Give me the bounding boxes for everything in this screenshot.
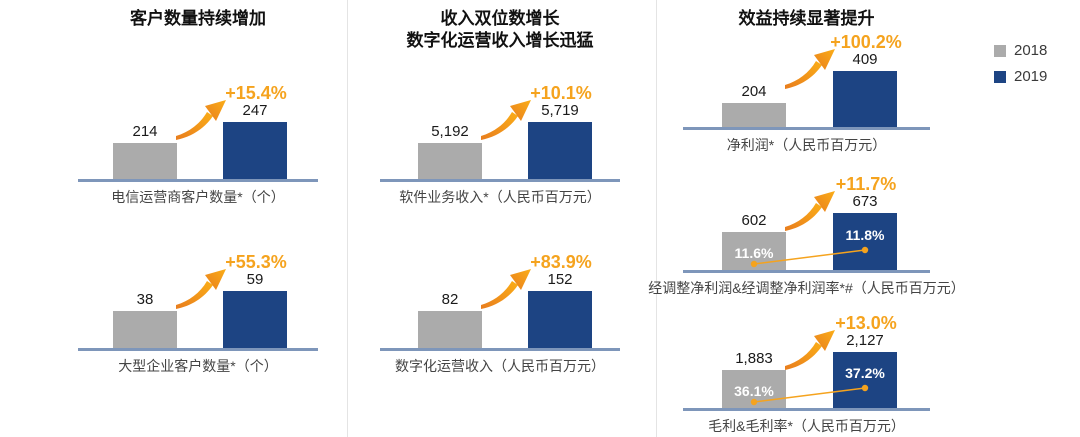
legend-label: 2019 (1014, 68, 1048, 85)
axis-baseline (78, 348, 318, 351)
bar-2018 (113, 143, 177, 179)
value-2019: 409 (852, 51, 878, 68)
legend: 2018 2019 (994, 42, 1047, 94)
growth-arrow (176, 268, 228, 310)
value-2019: 673 (852, 193, 878, 210)
bar-2018 (722, 103, 786, 127)
title-line: 效益持续显著提升 (738, 9, 875, 28)
value-2019: 5,719 (541, 102, 579, 119)
growth-arrow-icon (785, 191, 835, 231)
chart-caption: 大型企业客户数量*（个） (118, 358, 278, 374)
bar-2019 (833, 213, 897, 270)
growth-arrow (481, 268, 533, 310)
legend-swatch-2018 (994, 44, 1006, 57)
chart-software-revenue: 5,192 5,719 +10.1% 软件业务收入*（人民币百万元） (380, 52, 620, 205)
growth-label: +13.0% (835, 313, 897, 333)
growth-arrow-icon (176, 100, 226, 140)
chart-adjusted-net-profit: 11.6% 11.8% 602 673 +11.7% 经调整净利润&经调整净利润… (648, 143, 965, 296)
value-2018: 602 (741, 212, 767, 229)
column-title-profitability: 效益持续显著提升 (683, 8, 930, 30)
value-2018: 214 (132, 123, 158, 140)
chart-caption: 毛利&毛利率*（人民币百万元） (708, 418, 905, 434)
growth-label: +55.3% (225, 252, 287, 272)
axis-baseline (683, 270, 930, 273)
rate-connector-line (750, 246, 869, 268)
value-2018: 1,883 (735, 350, 773, 367)
chart-telecom-operator-customers: 214 247 +15.4% 电信运营商客户数量*（个） (78, 52, 318, 205)
rate-2019: 11.8% (845, 227, 885, 243)
chart-caption: 软件业务收入*（人民币百万元） (399, 189, 601, 205)
column-title-revenue: 收入双位数增长 数字化运营收入增长迅猛 (380, 8, 620, 52)
growth-arrow-icon (176, 269, 226, 309)
chart-caption: 数字化运营收入（人民币百万元） (395, 358, 605, 374)
title-line: 客户数量持续增加 (130, 9, 266, 28)
legend-item-2018: 2018 (994, 42, 1047, 59)
bar-2019 (528, 291, 592, 348)
growth-arrow (785, 190, 837, 232)
chart-digital-operation-revenue: 82 152 +83.9% 数字化运营收入（人民币百万元） (380, 221, 620, 374)
axis-baseline (683, 127, 930, 130)
axis-baseline (78, 179, 318, 182)
growth-label: +100.2% (830, 32, 902, 52)
bar-2018 (418, 143, 482, 179)
bar-2019 (223, 122, 287, 179)
growth-arrow (785, 329, 837, 371)
legend-label: 2018 (1014, 42, 1048, 59)
growth-arrow (481, 99, 533, 141)
title-line: 收入双位数增长 (440, 9, 560, 28)
chart-net-profit: 204 409 +100.2% 净利润*（人民币百万元） (683, 0, 930, 153)
growth-label: +11.7% (835, 174, 897, 194)
bar-2018 (113, 311, 177, 348)
bar-2019 (528, 122, 592, 179)
chart-caption: 经调整净利润&经调整净利润率*#（人民币百万元） (648, 280, 965, 296)
growth-arrow-icon (785, 49, 835, 89)
chart-large-enterprise-customers: 38 59 +55.3% 大型企业客户数量*（个） (78, 221, 318, 374)
value-2019: 152 (547, 271, 573, 288)
axis-baseline (380, 179, 620, 182)
value-2019: 247 (242, 102, 268, 119)
chart-caption: 净利润*（人民币百万元） (726, 137, 887, 153)
legend-item-2019: 2019 (994, 68, 1047, 85)
column-divider (347, 0, 348, 437)
value-2019: 2,127 (846, 332, 884, 349)
chart-caption: 电信运营商客户数量*（个） (111, 189, 285, 205)
growth-label: +10.1% (530, 83, 592, 103)
chart-gross-profit: 36.1% 37.2% 1,883 2,127 +13.0% 毛利&毛利率*（人… (683, 281, 930, 434)
growth-arrow-icon (481, 269, 531, 309)
value-2018: 38 (136, 291, 154, 308)
axis-baseline (683, 408, 930, 411)
axis-baseline (380, 348, 620, 351)
rate-connector-line (750, 384, 869, 406)
growth-arrow (785, 48, 837, 90)
legend-swatch-2019 (994, 70, 1006, 83)
growth-label: +83.9% (530, 252, 592, 272)
column-divider (656, 0, 657, 437)
value-2018: 82 (441, 291, 459, 308)
value-2019: 59 (246, 271, 264, 288)
growth-label: +15.4% (225, 83, 287, 103)
bar-2018 (418, 311, 482, 348)
growth-arrow-icon (481, 100, 531, 140)
value-2018: 204 (741, 83, 767, 100)
rate-2018: 36.1% (734, 383, 774, 399)
column-title-customers: 客户数量持续增加 (78, 8, 318, 30)
value-2018: 5,192 (431, 123, 469, 140)
title-line: 数字化运营收入增长迅猛 (406, 31, 594, 50)
growth-arrow (176, 99, 228, 141)
bar-2019 (223, 291, 287, 348)
bar-2019 (833, 352, 897, 408)
bar-2019 (833, 71, 897, 127)
rate-2018: 11.6% (734, 245, 774, 261)
growth-arrow-icon (785, 330, 835, 370)
rate-2019: 37.2% (845, 365, 885, 381)
